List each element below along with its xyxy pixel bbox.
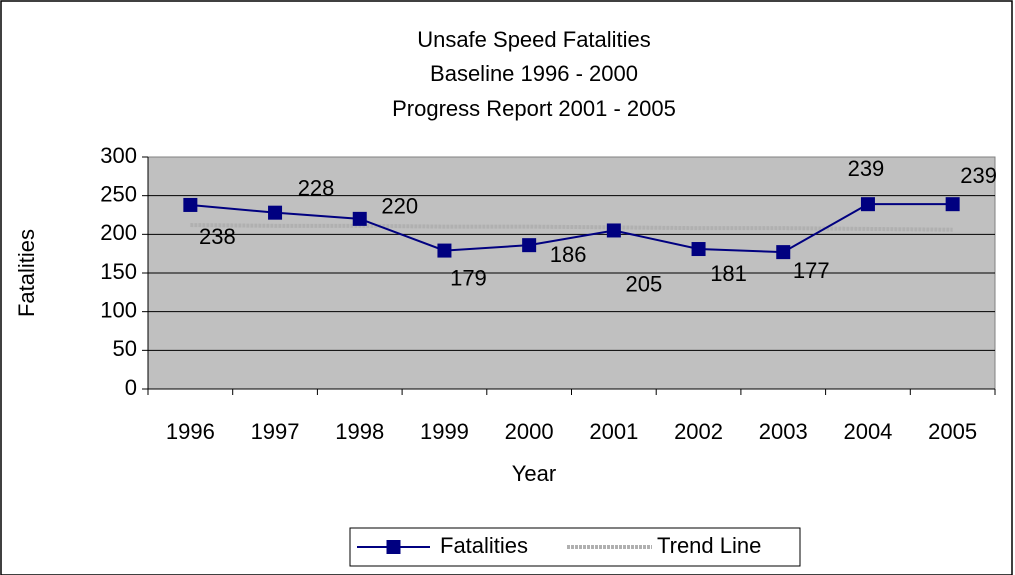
point — [945, 197, 960, 212]
y-tick-label: 200 — [100, 220, 137, 245]
x-tick-label: 2004 — [843, 419, 892, 444]
y-tick-label: 250 — [100, 181, 137, 206]
x-tick-label: 1997 — [251, 419, 300, 444]
x-tick-label: 2002 — [674, 419, 723, 444]
chart-title: Unsafe Speed Fatalities — [417, 27, 651, 52]
data-label: 220 — [381, 194, 418, 219]
data-label: 186 — [550, 242, 587, 267]
x-tick-label: 2005 — [928, 419, 977, 444]
y-tick-label: 150 — [100, 259, 137, 284]
chart-subtitle: Baseline 1996 - 2000 — [430, 61, 638, 86]
y-axis-label: Fatalities — [14, 229, 39, 317]
point — [691, 242, 706, 257]
x-tick-label: 1998 — [335, 419, 384, 444]
y-tick-label: 50 — [113, 336, 137, 361]
data-label: 238 — [199, 224, 236, 249]
legend-label: Trend Line — [657, 533, 761, 558]
x-tick-label: 2000 — [505, 419, 554, 444]
point — [522, 238, 537, 253]
x-tick-label: 1999 — [420, 419, 469, 444]
data-label: 228 — [298, 175, 335, 200]
point — [183, 197, 198, 212]
data-label: 181 — [710, 261, 747, 286]
point — [437, 243, 452, 258]
trend-line — [190, 223, 953, 232]
data-label: 205 — [625, 271, 662, 296]
data-label: 239 — [848, 156, 885, 181]
legend-label: Fatalities — [440, 533, 528, 558]
point — [776, 245, 791, 260]
x-tick-label: 1996 — [166, 419, 215, 444]
data-label: 179 — [450, 265, 487, 290]
y-tick-label: 300 — [100, 143, 137, 168]
series-line — [190, 203, 953, 254]
legend-marker — [386, 540, 401, 554]
point — [606, 223, 621, 238]
data-label: 239 — [960, 163, 997, 188]
x-axis-label: Year — [512, 461, 556, 486]
point — [268, 205, 283, 220]
point — [352, 211, 367, 226]
data-label: 177 — [793, 258, 830, 283]
y-tick-label: 100 — [100, 297, 137, 322]
chart-subtitle: Progress Report 2001 - 2005 — [392, 96, 676, 121]
x-tick-label: 2003 — [759, 419, 808, 444]
point — [860, 197, 875, 212]
y-tick-label: 0 — [125, 375, 137, 400]
x-tick-label: 2001 — [589, 419, 638, 444]
